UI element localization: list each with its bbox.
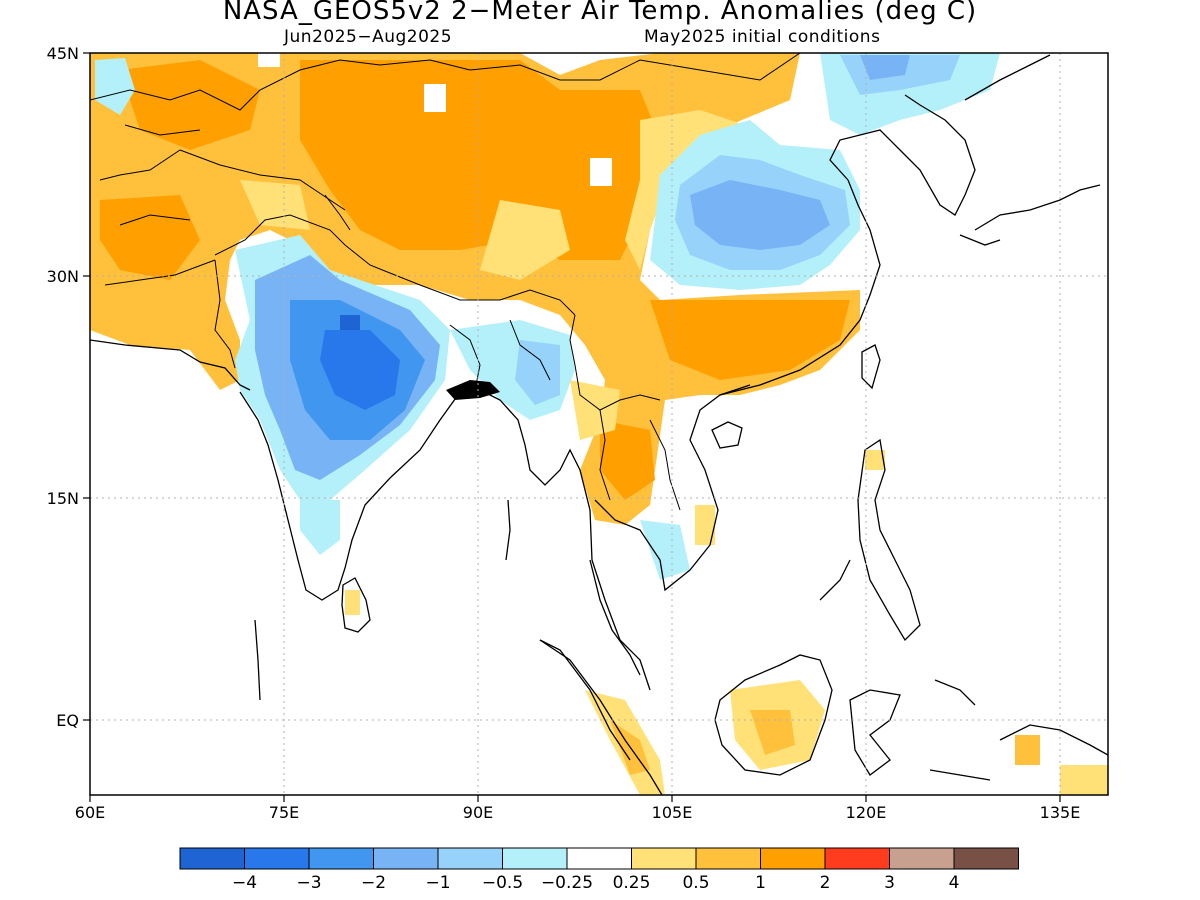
plot-frame [89,52,1109,796]
coastlines [90,54,1108,795]
y-tick-45n: 45N [47,44,79,63]
colorbar-label: 3 [884,873,895,893]
colorbar-label: −4 [232,873,257,893]
colorbar-label: 2 [820,873,831,893]
ganges-delta [446,380,500,400]
y-tick-eq: EQ [56,711,79,730]
colorbar-swatch [437,847,503,870]
colorbar-swatch [631,847,697,870]
colorbar-swatch [244,847,310,870]
colorbar-swatch [179,847,245,870]
colorbar-label: −2 [361,873,386,893]
y-tick-15n: 15N [47,489,79,508]
x-tick-60e: 60E [75,803,105,822]
colorbar-swatch [824,847,890,870]
chart-title: NASA_GEOS5v2 2−Meter Air Temp. Anomalies… [222,0,978,26]
y-tick-labels: 45N 30N 15N EQ [47,44,79,730]
colorbar-label: −0.5 [482,873,523,893]
forecast-period: Jun2025−Aug2025 [284,27,453,47]
x-tick-120e: 120E [846,803,887,822]
colorbar-swatch [502,847,568,870]
gridlines [90,53,1108,795]
initial-conditions: May2025 initial conditions [644,27,881,47]
axis-ticks [83,52,1061,802]
colorbar-swatch [308,847,374,870]
colorbar-swatch [889,847,955,870]
colorbar-label: 1 [755,873,766,893]
country-borders [90,53,801,511]
colorbar-swatch [695,847,761,870]
anomaly-shading [90,53,1108,795]
colorbar-label: 0.5 [682,873,709,893]
x-tick-90e: 90E [463,803,493,822]
colorbar-swatch [953,847,1019,870]
colorbar-swatch [760,847,826,870]
colorbar-swatch [566,847,632,870]
colorbar-swatch [373,847,439,870]
y-tick-30n: 30N [47,267,79,286]
colorbar-label: −0.25 [541,873,593,893]
x-tick-75e: 75E [269,803,299,822]
colorbar [179,847,1019,870]
colorbar-label: −3 [296,873,321,893]
colorbar-label: −1 [425,873,450,893]
colorbar-labels: −4 −3 −2 −1 −0.5 −0.25 0.25 0.5 1 2 3 4 [232,873,959,893]
colorbar-label: 0.25 [613,873,651,893]
colorbar-label: 4 [949,873,960,893]
x-tick-105e: 105E [652,803,693,822]
x-tick-labels: 60E 75E 90E 105E 120E 135E [75,803,1081,822]
x-tick-135e: 135E [1040,803,1081,822]
